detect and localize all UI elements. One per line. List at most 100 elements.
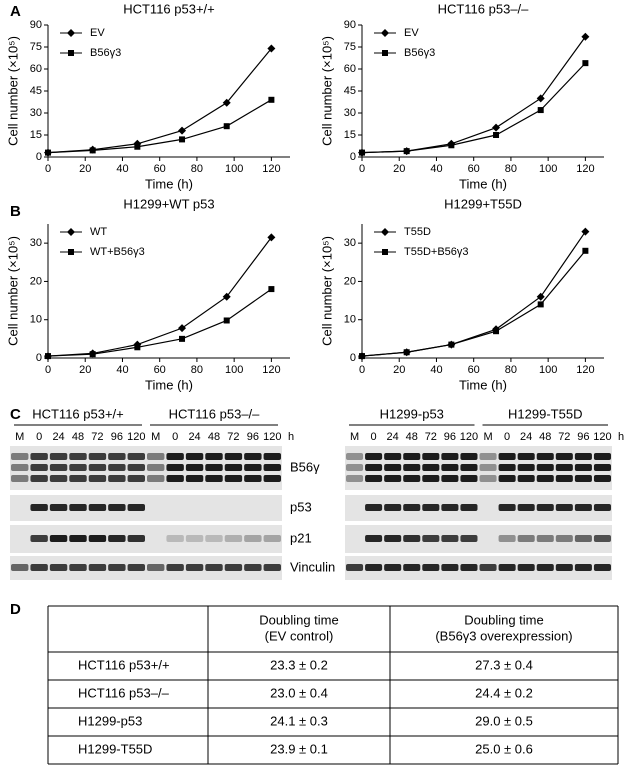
blot-band bbox=[536, 504, 554, 511]
data-point bbox=[89, 147, 96, 154]
legend-label: EV bbox=[404, 27, 419, 39]
blot-band bbox=[574, 535, 592, 542]
blot-band bbox=[460, 475, 478, 482]
blot-band bbox=[224, 453, 243, 460]
legend-label: T55D+B56γ3 bbox=[404, 246, 469, 258]
lane-unit: h bbox=[618, 431, 624, 443]
blot-group-label: H1299-p53 bbox=[380, 406, 444, 421]
blot-band bbox=[365, 564, 383, 571]
data-point bbox=[179, 335, 186, 342]
blot-band bbox=[49, 475, 68, 482]
blot-band bbox=[384, 453, 402, 460]
y-axis-label: Cell number (×10⁵) bbox=[5, 36, 20, 146]
y-tick-label: 75 bbox=[30, 41, 42, 53]
blot-band bbox=[593, 535, 611, 542]
blot-band bbox=[263, 535, 281, 542]
series-line bbox=[47, 99, 272, 154]
x-tick-label: 80 bbox=[505, 364, 517, 376]
y-tick-label: 45 bbox=[30, 85, 42, 97]
blot-band bbox=[403, 535, 421, 542]
blot-band bbox=[517, 564, 535, 571]
legend-marker bbox=[381, 29, 389, 37]
data-point bbox=[492, 123, 501, 132]
legend-marker bbox=[381, 228, 389, 236]
x-tick-label: 20 bbox=[79, 163, 91, 175]
y-tick-label: 20 bbox=[344, 275, 356, 287]
table-header: (B56γ3 overexpression) bbox=[435, 628, 572, 643]
blot-band bbox=[88, 464, 107, 471]
blot-band bbox=[460, 453, 478, 460]
legend-label: T55D bbox=[404, 226, 431, 238]
x-tick-label: 100 bbox=[225, 163, 243, 175]
blot-group-label: HCT116 p53+/+ bbox=[32, 406, 124, 421]
blot-band bbox=[11, 564, 29, 571]
blot-band bbox=[479, 464, 497, 471]
blot-band bbox=[30, 475, 48, 482]
table-cell: 23.3 ± 0.2 bbox=[270, 657, 328, 672]
y-tick-label: 30 bbox=[30, 237, 42, 249]
blot-band bbox=[166, 453, 184, 460]
blot-band bbox=[498, 564, 516, 571]
y-tick-label: 45 bbox=[344, 85, 356, 97]
blot-band bbox=[593, 453, 611, 460]
protein-label: p21 bbox=[290, 530, 312, 545]
blot-band bbox=[403, 464, 421, 471]
blot-band bbox=[88, 504, 107, 511]
data-point bbox=[134, 344, 141, 351]
legend-label: B56γ3 bbox=[90, 47, 121, 59]
blot-band bbox=[166, 564, 184, 571]
blot-band bbox=[536, 475, 554, 482]
blot-band bbox=[147, 453, 165, 460]
blot-band bbox=[555, 464, 573, 471]
chart-title: HCT116 p53–/– bbox=[438, 1, 530, 16]
blot-band bbox=[11, 475, 29, 482]
data-point bbox=[448, 341, 455, 348]
blot-band bbox=[365, 504, 383, 511]
table-cell: 24.4 ± 0.2 bbox=[475, 685, 533, 700]
blot-band bbox=[69, 453, 87, 460]
blot-band bbox=[517, 453, 535, 460]
blot-band bbox=[205, 453, 223, 460]
series-line bbox=[47, 48, 272, 154]
series-line bbox=[361, 62, 586, 154]
y-tick-label: 90 bbox=[344, 19, 356, 31]
table-header: (EV control) bbox=[265, 628, 334, 643]
blot-band bbox=[346, 564, 364, 571]
blot-band bbox=[166, 535, 184, 542]
y-tick-label: 30 bbox=[344, 107, 356, 119]
lane-label: 24 bbox=[52, 431, 64, 443]
blot-band bbox=[479, 564, 497, 571]
blot-band bbox=[127, 504, 145, 511]
blot-band bbox=[205, 464, 223, 471]
blot-band bbox=[185, 564, 204, 571]
series-line bbox=[361, 250, 586, 357]
lane-label: 72 bbox=[227, 431, 239, 443]
y-tick-label: 90 bbox=[30, 19, 42, 31]
data-point bbox=[222, 292, 231, 301]
y-tick-label: 75 bbox=[344, 41, 356, 53]
lane-label: M bbox=[151, 431, 160, 443]
x-tick-label: 60 bbox=[154, 163, 166, 175]
blot-band bbox=[127, 535, 145, 542]
blot-band bbox=[517, 504, 535, 511]
blot-band bbox=[441, 564, 459, 571]
blot-band bbox=[69, 464, 87, 471]
blot-band bbox=[536, 535, 554, 542]
blot-band bbox=[147, 564, 165, 571]
y-axis-label: Cell number (×10⁵) bbox=[5, 236, 20, 346]
y-axis-label: Cell number (×10⁵) bbox=[319, 236, 334, 346]
blot-band bbox=[69, 475, 87, 482]
blot-band bbox=[108, 453, 126, 460]
legend-marker bbox=[68, 249, 74, 255]
blot-band bbox=[384, 464, 402, 471]
blot-band bbox=[49, 504, 68, 511]
lane-label: M bbox=[483, 431, 492, 443]
blot-band bbox=[555, 564, 573, 571]
blot-band bbox=[244, 464, 262, 471]
blot-band bbox=[498, 475, 516, 482]
table-cell: 25.0 ± 0.6 bbox=[475, 741, 533, 756]
legend-label: WT bbox=[90, 226, 107, 238]
lane-label: 0 bbox=[504, 431, 510, 443]
blot-group-label: H1299-T55D bbox=[508, 406, 582, 421]
